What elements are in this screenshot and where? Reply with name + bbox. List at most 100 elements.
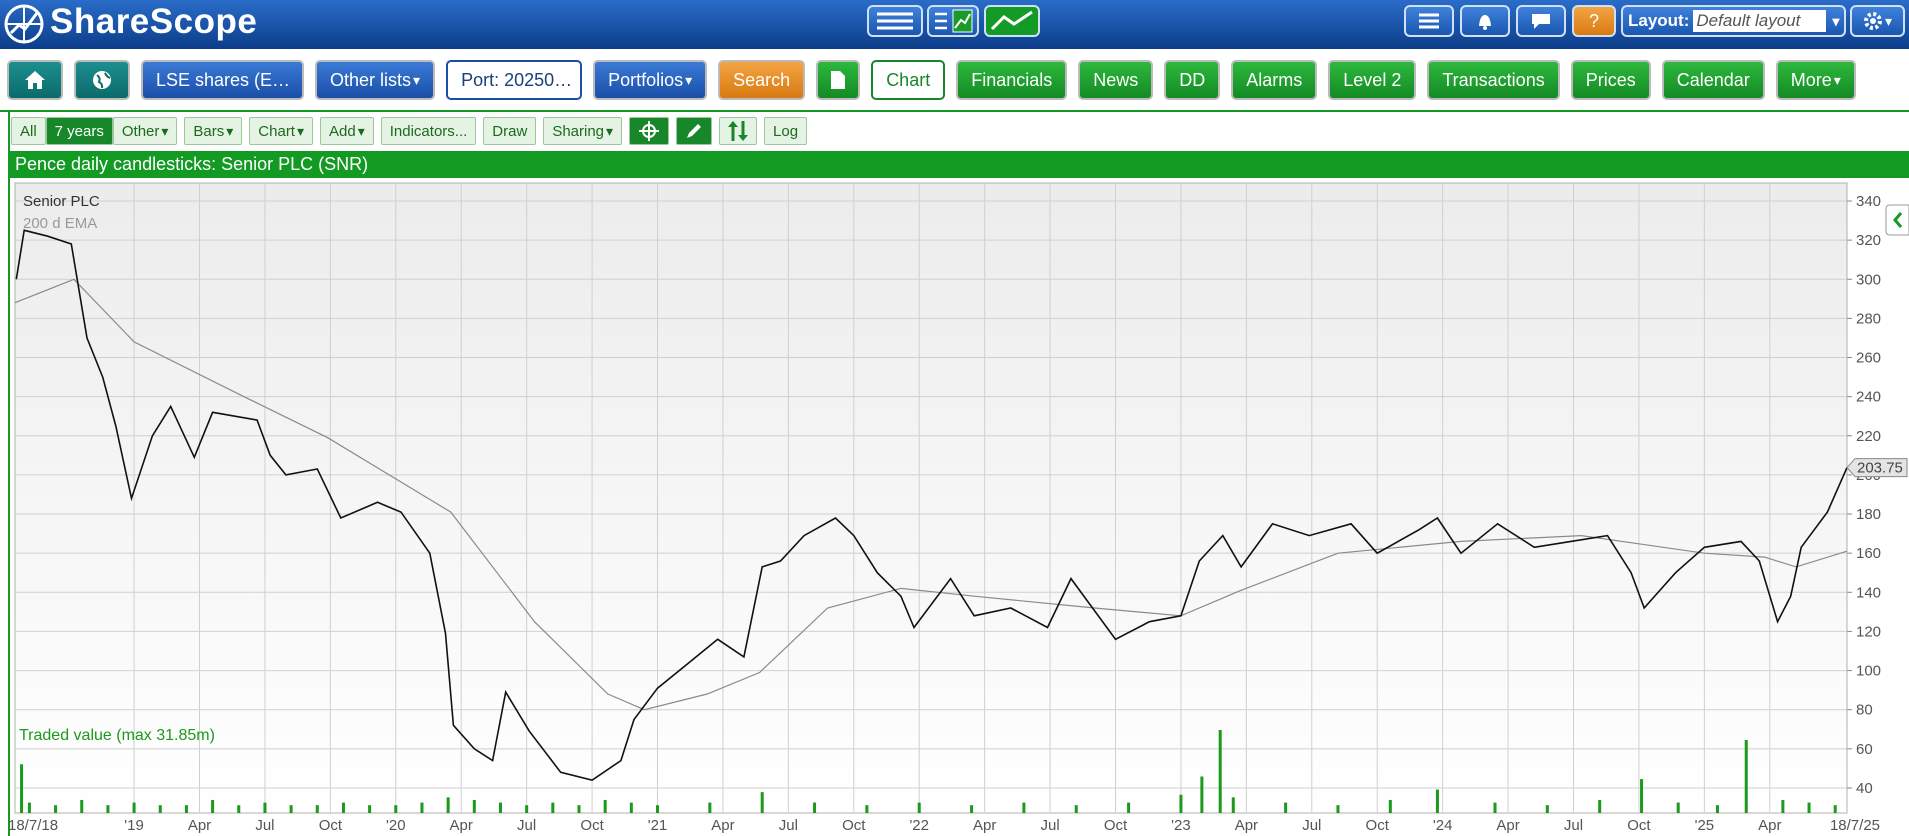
nav-button[interactable]: Other lists [315,60,436,100]
panel-tab[interactable] [1885,204,1909,236]
legend-entry: 200 d EMA [23,215,97,232]
x-tick-label: Apr [1496,817,1519,834]
label: Other [121,122,160,140]
nav-button[interactable]: LSE shares (E… [141,60,304,100]
volume-bar [551,802,555,813]
view-button[interactable] [927,5,979,37]
main-toolbar: LSE shares (E… Other lists Port: 20250… … [7,60,1856,100]
chart-tool[interactable]: Bars [184,117,243,145]
volume-bar [289,805,293,813]
x-tick-label: 18/7/25 [1830,817,1880,834]
nav-button[interactable]: Prices [1570,60,1651,100]
volume-bar [263,802,267,813]
home-button[interactable] [7,60,63,100]
log-button[interactable]: Log [764,117,808,145]
volume-bar [184,805,188,813]
volume-bar [1231,797,1235,813]
nav-button[interactable]: Portfolios [593,60,708,100]
volume-bar [708,802,712,813]
price-tag-label: 203.75 [1857,460,1903,477]
volume-bar [1744,740,1748,813]
nav-button[interactable]: Calendar [1661,60,1765,100]
chart-tool[interactable]: Chart [249,117,314,145]
y-tick-label: 160 [1856,545,1881,562]
x-tick-label: Apr [188,817,211,834]
range-button[interactable]: 7 years [45,117,113,145]
volume-bar [1435,789,1439,813]
volume-bar [472,799,476,813]
y-tick-label: 340 [1856,193,1881,210]
y-tick-label: 220 [1856,428,1881,445]
nav-button[interactable]: Chart [871,60,946,100]
x-tick-label: Apr [1758,817,1781,834]
scale-button[interactable] [719,117,758,145]
nav-button[interactable]: Transactions [1427,60,1560,100]
crosshair-button[interactable] [629,117,670,145]
chart-tool[interactable]: Add [320,117,374,145]
volume-bar [1833,805,1837,813]
volume-bar [54,805,58,813]
range-button[interactable]: All [11,117,46,145]
volume-bar [394,805,398,813]
range-button[interactable]: Other [112,117,178,145]
label: Portfolios [608,69,684,90]
globe-button[interactable] [74,60,130,100]
x-tick-label: Jul [779,817,798,834]
nav-button[interactable]: Alarms [1231,60,1318,100]
nav-button[interactable]: News [1078,60,1154,100]
nav-button[interactable]: Search [718,60,806,100]
volume-bar [158,805,162,813]
volume-bar [368,805,372,813]
help-button[interactable]: ? [1572,5,1616,37]
list-button[interactable] [1404,5,1454,37]
chart-title: Pence daily candlesticks: Senior PLC (SN… [8,151,1909,178]
nav-button[interactable]: Level 2 [1328,60,1417,100]
volume-bar [603,799,607,813]
series-line [14,278,1848,711]
x-tick-label: Jul [1302,817,1321,834]
label: More [1790,69,1832,90]
series-line [15,229,1848,781]
volume-bar [106,805,110,813]
x-tick-label: '21 [648,817,668,834]
x-tick-label: '25 [1695,817,1715,834]
label: Other lists [330,69,412,90]
volume-bar [132,802,136,813]
x-tick-label: '22 [909,817,929,834]
x-tick-label: Apr [973,817,996,834]
x-tick-label: Oct [842,817,866,834]
alerts-button[interactable] [1460,5,1510,37]
volume-bar [315,805,319,813]
y-tick-label: 300 [1856,271,1881,288]
layout-value[interactable]: Default layout [1693,10,1827,32]
draw-button[interactable] [676,117,713,145]
x-tick-label: '24 [1433,817,1453,834]
chart-tool[interactable]: Indicators... [380,117,477,145]
x-tick-label: Jul [255,817,274,834]
plot-area [14,182,1848,814]
volume-bar [1781,799,1785,813]
nav-button[interactable]: Port: 20250… [446,60,583,100]
chat-button[interactable] [1516,5,1566,37]
nav-button[interactable]: Financials [956,60,1068,100]
x-tick-label: Jul [517,817,536,834]
volume-bar [917,802,921,813]
settings-button[interactable] [1850,5,1905,37]
logo: ShareScope [50,2,258,41]
layout-selector[interactable]: Layout: Default layout [1621,5,1846,37]
nav-button[interactable]: More [1775,60,1856,100]
x-tick-label: '19 [124,817,144,834]
doc-button[interactable] [816,60,861,100]
chart-tool[interactable]: Draw [483,117,537,145]
nav-button[interactable]: DD [1164,60,1221,100]
volume-bar [1179,794,1183,813]
y-tick-label: 180 [1856,506,1881,523]
y-tick-label: 60 [1856,741,1873,758]
view-button[interactable] [867,5,923,37]
view-button[interactable] [984,5,1040,37]
y-tick-label: 120 [1856,623,1881,640]
volume-bar [498,802,502,813]
chart-tool[interactable]: Sharing [543,117,623,145]
volume-bar [1807,802,1811,813]
